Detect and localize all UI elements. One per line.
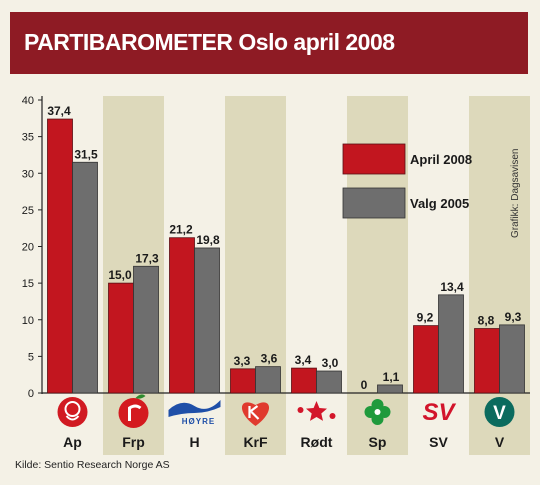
bar-valg-2005-ap [72, 161, 98, 394]
data-label-april-2008-krf: 3,3 [234, 354, 251, 368]
data-label-april-2008-rødt: 3,4 [295, 353, 312, 367]
rodt-star-shape [306, 401, 327, 421]
category-label-krf: KrF [243, 434, 268, 450]
frp-apple-body [118, 398, 149, 428]
data-label-valg-2005-v: 9,3 [505, 310, 522, 324]
bar-april-2008-krf [230, 368, 256, 394]
ap-rose-petal [64, 401, 81, 417]
venstre-logo [484, 397, 515, 427]
frp-apple-mark [128, 404, 142, 421]
ap-rose-circle [57, 397, 88, 427]
bar-valg-2005-frp [133, 265, 159, 394]
data-label-april-2008-frp: 15,0 [108, 268, 132, 282]
category-label-rødt: Rødt [301, 434, 333, 450]
sv-logo: SV [422, 399, 456, 426]
chart-title: PARTIBAROMETER Oslo april 2008 [24, 29, 395, 55]
frp-apple-logo [118, 394, 149, 428]
bar-april-2008-frp [108, 282, 134, 394]
venstre-logo-text: V [493, 403, 506, 424]
data-label-april-2008-v: 8,8 [478, 314, 495, 328]
data-label-april-2008-ap: 37,4 [47, 104, 71, 118]
krf-heart-mark [248, 405, 260, 420]
legend-swatch-april-2008 [342, 143, 406, 175]
category-label-h: H [189, 434, 199, 450]
data-label-valg-2005-sv: 13,4 [440, 280, 464, 294]
category-label-frp: Frp [122, 434, 145, 450]
bar-valg-2005-krf [255, 366, 281, 394]
sp-clover-logo [364, 399, 391, 425]
y-tick-label-20: 20 [22, 242, 34, 254]
rodt-star-logo [297, 401, 336, 421]
data-label-valg-2005-sp: 1,1 [383, 370, 400, 384]
bar-valg-2005-h [194, 247, 220, 394]
bar-april-2008-v [474, 328, 500, 394]
data-label-valg-2005-krf: 3,6 [261, 352, 278, 366]
y-tick-label-40: 40 [22, 95, 34, 107]
y-tick-label-5: 5 [28, 351, 34, 363]
legend-swatch-valg-2005 [342, 187, 406, 219]
ap-rose-logo [57, 397, 88, 427]
bar-valg-2005-sv [438, 294, 464, 394]
y-tick-label-35: 35 [22, 132, 34, 144]
legend-label-valg-2005: Valg 2005 [410, 196, 469, 211]
frp-apple-leaf [135, 394, 146, 399]
column-band-krf [225, 96, 286, 455]
data-label-valg-2005-ap: 31,5 [74, 147, 98, 161]
source-note: Kilde: Sentio Research Norge AS [15, 459, 170, 471]
data-label-april-2008-h: 21,2 [169, 223, 193, 237]
sp-clover-leaf-3 [364, 406, 377, 418]
rodt-dot-right [329, 413, 336, 419]
header-bar: PARTIBAROMETER Oslo april 2008 [10, 12, 528, 74]
y-tick-label-10: 10 [22, 315, 34, 327]
column-band-v [469, 96, 530, 455]
y-tick-label-0: 0 [28, 388, 34, 400]
category-label-sv: SV [429, 434, 448, 450]
hoyre-logo [168, 400, 221, 417]
ap-rose-leaf [65, 415, 80, 421]
legend-label-april-2008: April 2008 [410, 152, 472, 167]
krf-heart-logo [241, 402, 270, 426]
data-label-april-2008-sv: 9,2 [417, 311, 434, 325]
category-label-v: V [495, 434, 505, 450]
bar-valg-2005-sp [377, 384, 403, 394]
y-tick-label-30: 30 [22, 168, 34, 180]
sp-clover-center [374, 409, 381, 415]
data-label-valg-2005-h: 19,8 [196, 233, 220, 247]
venstre-circle [484, 397, 515, 427]
category-label-sp: Sp [369, 434, 387, 450]
bar-valg-2005-v [499, 324, 525, 394]
category-label-ap: Ap [63, 434, 82, 450]
data-label-valg-2005-rødt: 3,0 [322, 356, 339, 370]
bar-valg-2005-rødt [316, 370, 342, 394]
y-tick-label-15: 15 [22, 278, 34, 290]
graphic-credit: Grafikk: Dagsavisen [510, 148, 521, 238]
bar-april-2008-h [169, 237, 195, 394]
bar-april-2008-ap [47, 118, 73, 394]
hoyre-wave [168, 400, 221, 417]
hoyre-logo-text: HØYRE [182, 417, 215, 426]
y-tick-label-25: 25 [22, 205, 34, 217]
data-label-valg-2005-frp: 17,3 [135, 251, 159, 265]
bar-april-2008-sv [413, 325, 439, 394]
data-label-april-2008-sp: 0 [361, 378, 368, 392]
bar-april-2008-rødt [291, 367, 317, 394]
rodt-dot-left [297, 407, 304, 413]
